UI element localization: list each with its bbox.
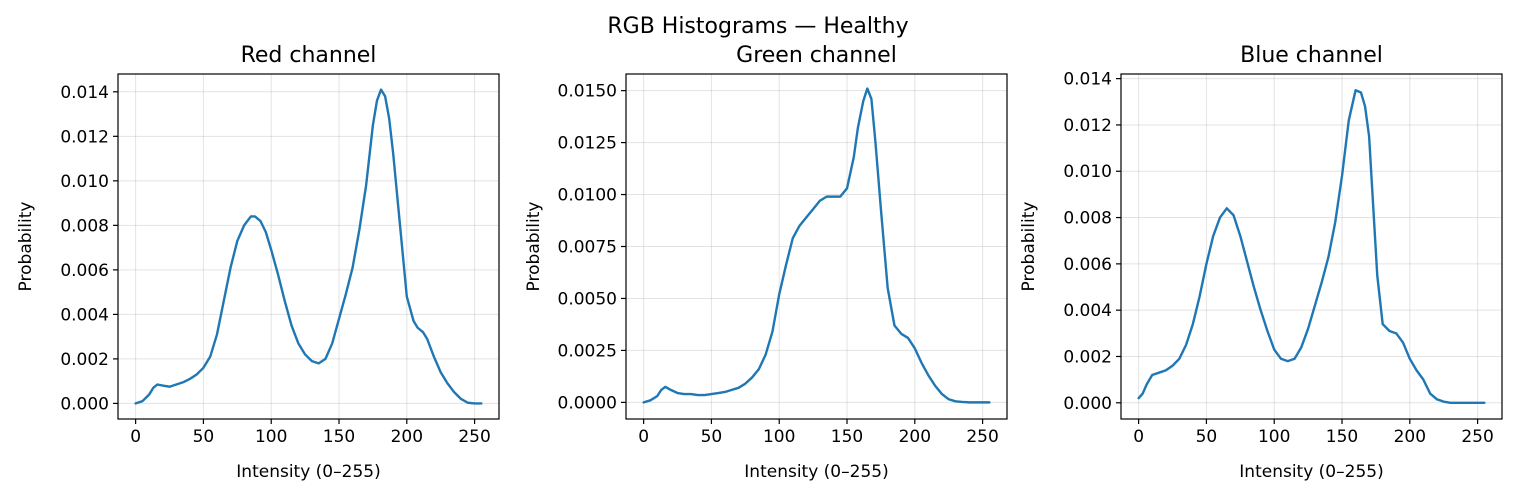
y-tick-label: 0.002 <box>60 350 109 370</box>
subplot-3: 0 50 100 150 200 250 0.000 0.002 0.004 0.006 0.008… <box>1019 43 1503 482</box>
x-tick-label: 200 <box>391 427 423 447</box>
figure-suptitle: RGB Histograms — Healthy <box>607 14 908 39</box>
x-tick-label: 200 <box>1394 427 1426 447</box>
x-tick-label: 100 <box>763 427 795 447</box>
y-tick-label: 0.000 <box>60 394 109 414</box>
subplot-1: 0 50 100 150 200 250 0.000 0.002 0.004 0.006 0.008… <box>16 43 500 482</box>
y-tick-label: 0.0075 <box>558 238 617 258</box>
x-tick-label: 200 <box>899 427 931 447</box>
x-tick-label: 100 <box>255 427 287 447</box>
x-tick-label: 250 <box>458 427 490 447</box>
y-tick-label: 0.0025 <box>558 341 617 361</box>
y-tick-label: 0.008 <box>1063 209 1112 229</box>
y-tick-label: 0.012 <box>60 127 109 147</box>
y-tick-label: 0.008 <box>60 216 109 236</box>
y-tick-label: 0.010 <box>1063 162 1112 182</box>
subplot-panels: 0 50 100 150 200 250 0.000 0.002 0.004 0.006 0.008… <box>16 43 1503 482</box>
x-tick-label: 150 <box>323 427 355 447</box>
y-tick-label: 0.006 <box>60 261 109 281</box>
x-tick-label: 0 <box>638 427 649 447</box>
y-tick-label: 0.0100 <box>558 186 617 206</box>
y-tick-label: 0.014 <box>1063 70 1112 90</box>
subplot-title: Green channel <box>736 43 897 68</box>
series-line <box>1137 89 1486 404</box>
x-tick-label: 250 <box>1461 427 1493 447</box>
subplot-2: 0 50 100 150 200 250 0.0000 0.0025 0.0050 0.0075 0… <box>524 43 1008 482</box>
x-tick-label: 150 <box>1326 427 1358 447</box>
y-tick-label: 0.002 <box>1063 347 1112 367</box>
series-line <box>134 88 483 405</box>
y-tick-label: 0.012 <box>1063 116 1112 136</box>
x-tick-label: 0 <box>1133 427 1144 447</box>
y-tick-label: 0.0125 <box>558 134 617 154</box>
x-tick-label: 50 <box>193 427 215 447</box>
axes-frame <box>1120 73 1503 420</box>
subplot-title: Red channel <box>241 43 377 68</box>
y-tick-label: 0.000 <box>1063 394 1112 414</box>
y-tick-label: 0.006 <box>1063 255 1112 275</box>
x-tick-label: 0 <box>130 427 141 447</box>
y-tick-label: 0.004 <box>1063 301 1112 321</box>
y-tick-label: 0.0050 <box>558 289 617 309</box>
x-tick-label: 50 <box>701 427 723 447</box>
y-tick-label: 0.0000 <box>558 393 617 413</box>
x-tick-label: 100 <box>1258 427 1290 447</box>
x-axis-label: Intensity (0–255) <box>1239 462 1383 482</box>
y-tick-label: 0.0150 <box>558 82 617 102</box>
axes-frame <box>117 73 500 420</box>
y-tick-label: 0.004 <box>60 305 109 325</box>
series-line <box>642 87 991 404</box>
subplot-title: Blue channel <box>1240 43 1383 68</box>
y-tick-label: 0.014 <box>60 83 109 103</box>
x-tick-label: 150 <box>831 427 863 447</box>
y-tick-label: 0.010 <box>60 172 109 192</box>
y-axis-label: Probability <box>524 202 544 292</box>
x-axis-label: Intensity (0–255) <box>744 462 888 482</box>
y-axis-label: Probability <box>1019 202 1039 292</box>
x-tick-label: 50 <box>1196 427 1218 447</box>
x-axis-label: Intensity (0–255) <box>236 462 380 482</box>
x-tick-label: 250 <box>966 427 998 447</box>
y-axis-label: Probability <box>16 202 36 292</box>
